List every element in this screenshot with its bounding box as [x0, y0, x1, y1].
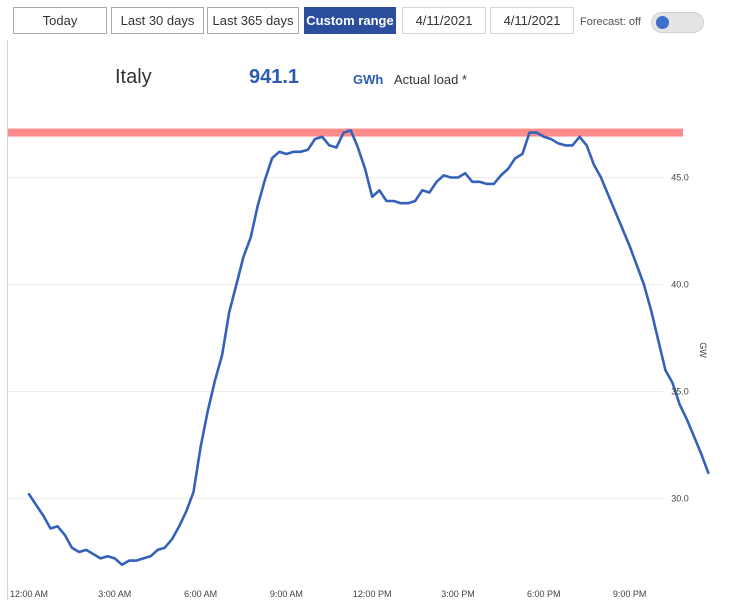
last-30-days-button[interactable]: Last 30 days — [111, 7, 204, 34]
x-tick-label-1: 3:00 AM — [98, 589, 131, 599]
x-tick-label-0: 12:00 AM — [10, 589, 48, 599]
grid-lines — [8, 177, 663, 499]
energy-unit: GWh — [353, 72, 384, 87]
x-tick-label-5: 3:00 PM — [441, 589, 475, 599]
x-tick-label-6: 6:00 PM — [527, 589, 561, 599]
x-tick-labels: 12:00 AM 3:00 AM 6:00 AM 9:00 AM 12:00 PM 3:0… — [10, 589, 646, 599]
series-line-actual-load — [27, 129, 710, 567]
end-date-field[interactable]: 4/11/2021 — [490, 7, 574, 34]
x-tick-label-3: 9:00 AM — [270, 589, 303, 599]
today-button[interactable]: Today — [13, 7, 107, 34]
forecast-label: Forecast: off — [580, 16, 641, 28]
y-tick-labels: 30.0 35.0 40.0 45.0 — [671, 173, 689, 504]
x-tick-label-7: 9:00 PM — [613, 589, 647, 599]
toolbar: Today Last 30 days Last 365 days Custom … — [0, 0, 739, 40]
y-tick-label-3: 45.0 — [671, 173, 689, 183]
custom-range-button[interactable]: Custom range — [304, 7, 396, 34]
total-energy-value: 941.1 — [249, 66, 300, 88]
toggle-knob — [656, 16, 669, 29]
y-axis-title: GW — [698, 342, 708, 358]
last-365-days-button[interactable]: Last 365 days — [207, 7, 299, 34]
x-tick-label-2: 6:00 AM — [184, 589, 217, 599]
y-tick-label-0: 30.0 — [671, 494, 689, 504]
forecast-toggle[interactable] — [651, 12, 704, 33]
series-layer — [27, 129, 710, 567]
y-tick-label-1: 35.0 — [671, 387, 689, 397]
region-name: Italy — [115, 66, 152, 88]
series-label: Actual load * — [394, 72, 467, 87]
start-date-field[interactable]: 4/11/2021 — [402, 7, 486, 34]
y-tick-label-2: 40.0 — [671, 280, 689, 290]
x-tick-label-4: 12:00 PM — [353, 589, 392, 599]
left-divider — [7, 40, 8, 600]
